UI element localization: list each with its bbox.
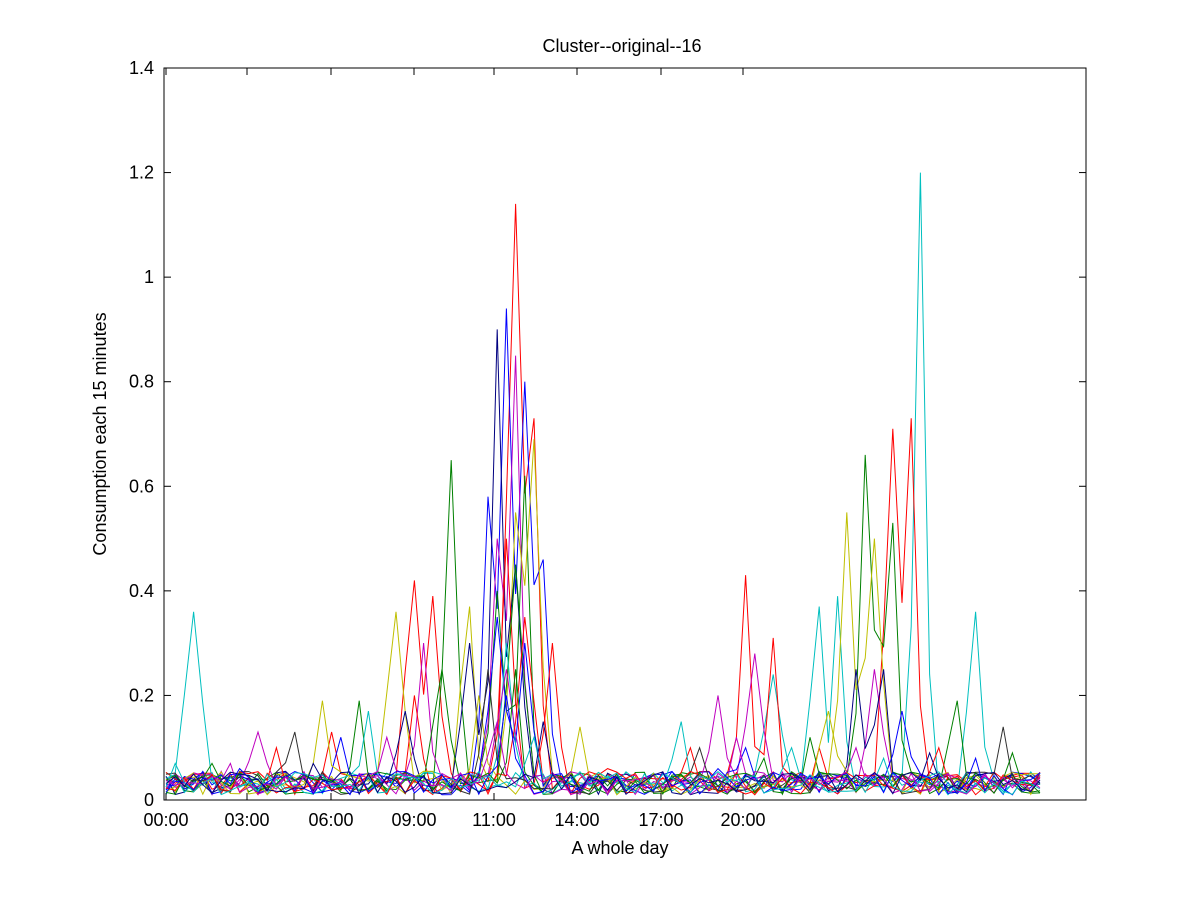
series-layer <box>165 172 1041 796</box>
x-tick-label: 00:00 <box>143 810 188 830</box>
x-tick-label: 11:00 <box>472 810 516 830</box>
series-line-19 <box>165 735 1041 796</box>
y-tick-label: 0.8 <box>129 372 154 392</box>
y-tick-label: 0 <box>144 790 154 810</box>
y-axis: 0 0.2 0.4 0.6 0.8 1 1.2 1.4 <box>129 58 1086 810</box>
y-tick-label: 0.2 <box>129 685 154 705</box>
y-tick-label: 1.4 <box>129 58 154 78</box>
x-axis: 00:00 03:00 06:00 09:00 11:00 14:00 17:00 20:00 <box>143 68 766 830</box>
x-tick-label: 17:00 <box>638 810 683 830</box>
y-tick-label: 1 <box>144 267 154 287</box>
x-tick-label: 20:00 <box>720 810 765 830</box>
y-axis-label: Consumption each 15 minutes <box>90 312 110 555</box>
x-tick-label: 06:00 <box>308 810 353 830</box>
series-line-18 <box>165 721 1041 796</box>
y-tick-label: 1.2 <box>129 163 154 183</box>
chart-title: Cluster--original--16 <box>542 36 701 56</box>
x-axis-label: A whole day <box>571 838 668 858</box>
x-tick-label: 09:00 <box>391 810 436 830</box>
series-line-17 <box>165 695 1041 796</box>
x-tick-label: 14:00 <box>554 810 599 830</box>
y-tick-label: 0.6 <box>129 476 154 496</box>
series-line-20 <box>165 721 1041 796</box>
y-tick-label: 0.4 <box>129 581 154 601</box>
x-tick-label: 03:00 <box>224 810 269 830</box>
plot-frame <box>163 67 1087 801</box>
